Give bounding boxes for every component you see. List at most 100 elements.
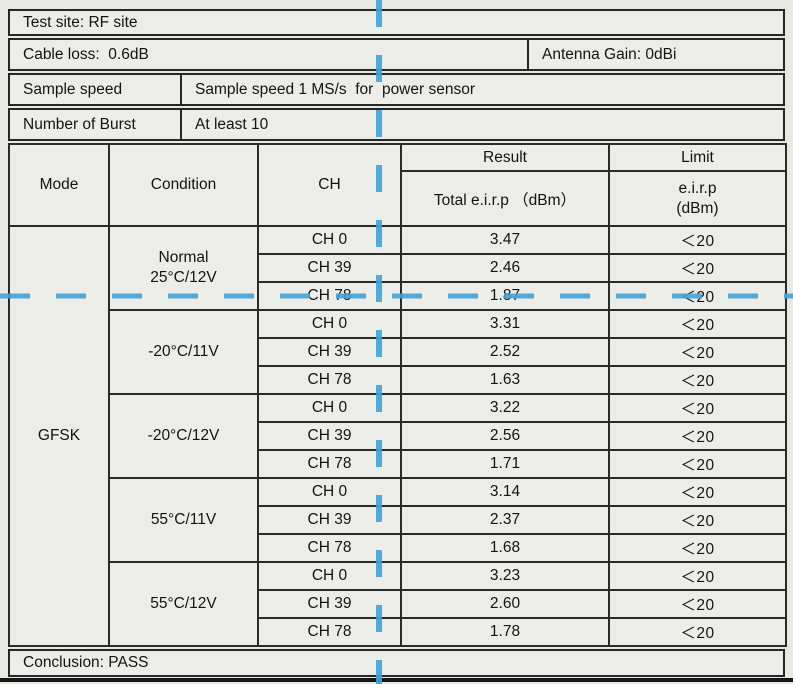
limit-cell: ＜20: [608, 505, 787, 535]
condition-cell: Normal 25°C/12V: [108, 225, 259, 311]
ch-cell: CH 0: [257, 393, 402, 423]
header-ch: CH: [257, 143, 402, 227]
limit-cell: ＜20: [608, 533, 787, 563]
bottom-rule: [0, 678, 793, 682]
number-of-burst-row: Number of Burst At least 10: [8, 108, 785, 141]
condition-line: -20°C/12V: [147, 427, 220, 444]
condition-line: 25°C/12V: [150, 269, 217, 286]
result-cell: 3.14: [400, 477, 610, 507]
table-row: -20°C/12V CH 0 3.22 ＜20: [9, 393, 787, 479]
result-cell: 3.23: [400, 561, 610, 591]
sample-speed-value: Sample speed 1 MS/s for power sensor: [195, 80, 475, 98]
header-limit: Limit: [608, 143, 787, 172]
limit-cell: ＜20: [608, 253, 787, 283]
table-row: CH 78 1.63 ＜20: [9, 365, 787, 395]
ch-cell: CH 0: [257, 561, 402, 591]
ch-cell: CH 78: [257, 365, 402, 395]
burst-label-cell: Number of Burst: [10, 110, 180, 139]
limit-cell: ＜20: [608, 617, 787, 647]
ch-cell: CH 39: [257, 589, 402, 619]
results-table: Mode Condition CH Result Limit Total e.i…: [8, 143, 787, 647]
conclusion-row: Conclusion: PASS: [8, 649, 785, 677]
burst-value: At least 10: [195, 115, 269, 133]
header-row-1: Mode Condition CH Result Limit: [8, 143, 787, 227]
limit-cell: ＜20: [608, 309, 787, 339]
cable-loss-text: Cable loss: 0.6dB: [23, 45, 149, 63]
result-cell: 3.31: [400, 309, 610, 339]
limit-cell: ＜20: [608, 365, 787, 395]
result-cell: 1.71: [400, 449, 610, 479]
table-row: -20°C/11V CH 0 3.31 ＜20: [9, 309, 787, 395]
ch-cell: CH 78: [257, 281, 402, 311]
antenna-gain-cell: Antenna Gain: 0dBi: [527, 40, 783, 69]
result-cell: 1.63: [400, 365, 610, 395]
limit-cell: ＜20: [608, 589, 787, 619]
cable-loss-cell: Cable loss: 0.6dB: [10, 40, 527, 69]
conclusion-text: Conclusion: PASS: [23, 654, 149, 671]
ch-cell: CH 0: [257, 309, 402, 339]
result-cell: 1.68: [400, 533, 610, 563]
table-row: CH 39 2.56 ＜20: [9, 421, 787, 451]
table-row: 55°C/12V CH 0 3.23 ＜20: [9, 561, 787, 647]
ch-cell: CH 78: [257, 533, 402, 563]
condition-cell: 55°C/11V: [108, 477, 259, 563]
condition-cell: -20°C/11V: [108, 309, 259, 395]
table-row: CH 39 2.37 ＜20: [9, 505, 787, 535]
cable-loss-row: Cable loss: 0.6dB Antenna Gain: 0dBi: [8, 38, 785, 71]
ch-cell: CH 0: [257, 225, 402, 255]
header-mode: Mode: [8, 143, 110, 227]
test-site-text: Test site: RF site: [23, 13, 138, 31]
result-cell: 2.37: [400, 505, 610, 535]
table-row: CH 78 1.71 ＜20: [9, 449, 787, 479]
burst-label: Number of Burst: [23, 115, 136, 133]
result-cell: 3.47: [400, 225, 610, 255]
condition-line: -20°C/11V: [148, 343, 219, 360]
result-cell: 2.56: [400, 421, 610, 451]
limit-cell: ＜20: [608, 421, 787, 451]
limit-cell: ＜20: [608, 477, 787, 507]
result-cell: 3.22: [400, 393, 610, 423]
limit-cell: ＜20: [608, 337, 787, 367]
condition-line: 55°C/12V: [150, 595, 217, 612]
test-site-row: Test site: RF site: [8, 9, 785, 36]
header-limit-sub-line2: (dBm): [676, 199, 719, 217]
table-row: CH 78 1.78 ＜20: [9, 617, 787, 647]
result-cell: 2.52: [400, 337, 610, 367]
ch-cell: CH 39: [257, 253, 402, 283]
ch-cell: CH 78: [257, 449, 402, 479]
header-limit-sub-line1: e.i.r.p: [678, 179, 717, 197]
sample-speed-label: Sample speed: [23, 80, 123, 98]
result-cell: 1.78: [400, 617, 610, 647]
sample-speed-row: Sample speed Sample speed 1 MS/s for pow…: [8, 73, 785, 106]
condition-line: Normal: [158, 249, 209, 266]
sample-speed-value-cell: Sample speed 1 MS/s for power sensor: [180, 75, 783, 104]
ch-cell: CH 39: [257, 337, 402, 367]
result-cell: 1.87: [400, 281, 610, 311]
limit-cell: ＜20: [608, 449, 787, 479]
condition-cell: 55°C/12V: [108, 561, 259, 647]
limit-cell: ＜20: [608, 281, 787, 311]
table-row: GFSK Normal 25°C/12V CH 0 3.47 ＜20: [8, 225, 787, 647]
result-cell: 2.46: [400, 253, 610, 283]
ch-cell: CH 39: [257, 421, 402, 451]
header-condition: Condition: [108, 143, 259, 227]
sample-speed-label-cell: Sample speed: [10, 75, 180, 104]
condition-cell: -20°C/12V: [108, 393, 259, 479]
burst-value-cell: At least 10: [180, 110, 783, 139]
antenna-gain-text: Antenna Gain: 0dBi: [542, 45, 677, 63]
header-limit-sub: e.i.r.p (dBm): [608, 170, 787, 227]
result-cell: 2.60: [400, 589, 610, 619]
ch-cell: CH 0: [257, 477, 402, 507]
table-row: CH 39 2.52 ＜20: [9, 337, 787, 367]
condition-line: 55°C/11V: [150, 511, 217, 528]
header-row-2: Total e.i.r.p （dBm） e.i.r.p (dBm): [9, 170, 787, 227]
ch-cell: CH 78: [257, 617, 402, 647]
limit-cell: ＜20: [608, 225, 787, 255]
ch-cell: CH 39: [257, 505, 402, 535]
table-row: 55°C/11V CH 0 3.14 ＜20: [9, 477, 787, 563]
limit-cell: ＜20: [608, 561, 787, 591]
header-result: Result: [400, 143, 610, 172]
header-result-sub: Total e.i.r.p （dBm）: [400, 170, 610, 227]
limit-cell: ＜20: [608, 393, 787, 423]
